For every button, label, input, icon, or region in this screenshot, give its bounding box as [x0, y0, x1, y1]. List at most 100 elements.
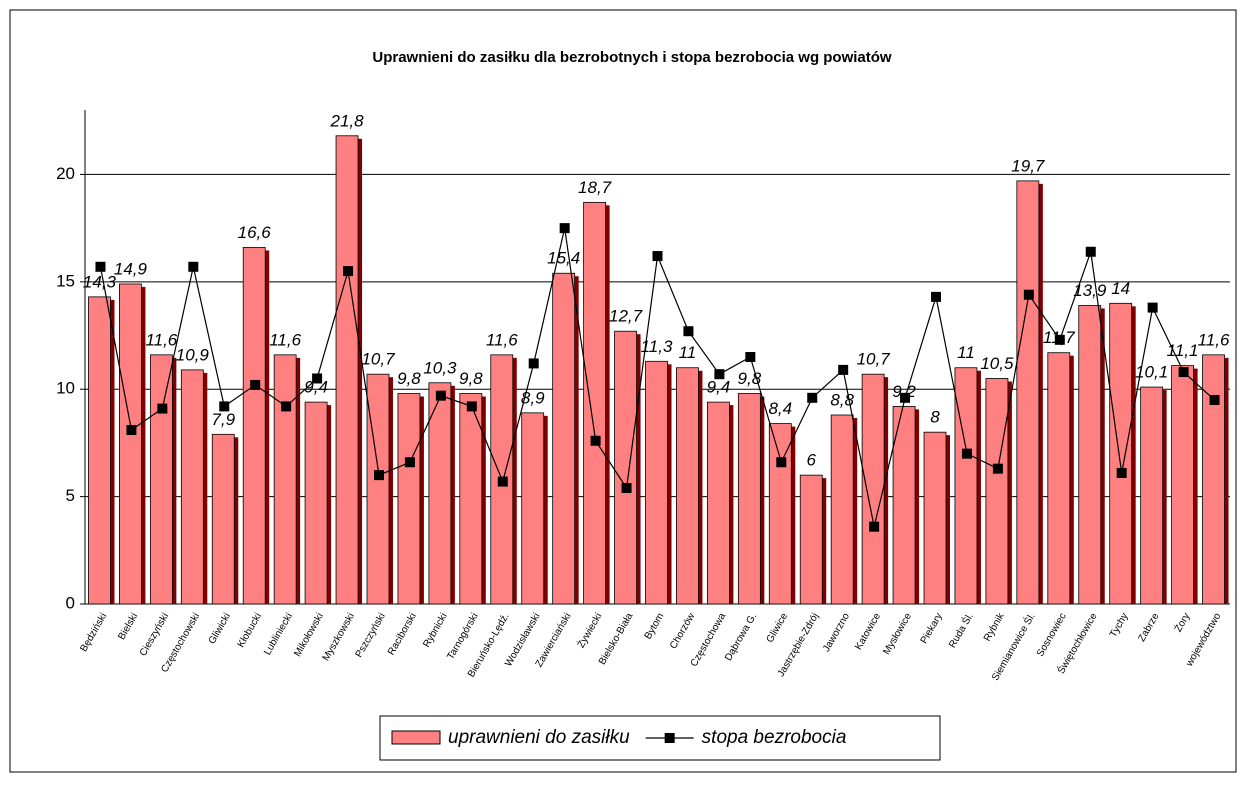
y-tick-label: 20 [56, 164, 75, 183]
line-marker [404, 457, 415, 468]
bar [645, 360, 668, 605]
bar [335, 135, 359, 605]
line-marker [466, 401, 477, 412]
value-label: 21,8 [329, 111, 364, 130]
bar [830, 414, 854, 605]
line-marker [1054, 334, 1065, 345]
legend-marker [664, 733, 675, 743]
legend-label: uprawnieni do zasiłku [448, 727, 630, 748]
line-marker [373, 470, 384, 481]
bar [861, 373, 885, 605]
value-label: 11,6 [269, 330, 301, 349]
bar [985, 378, 1009, 605]
bar [242, 247, 266, 605]
line-marker [807, 392, 818, 403]
value-label: 7,9 [211, 410, 235, 429]
value-label: 11,3 [641, 337, 673, 356]
value-label: 9,8 [397, 369, 421, 388]
y-tick-label: 0 [66, 593, 75, 612]
line-marker [126, 425, 137, 436]
line-marker [992, 463, 1003, 474]
value-label: 15,4 [547, 249, 580, 268]
bar [180, 369, 204, 605]
bar [521, 412, 545, 605]
bar [1016, 180, 1040, 605]
line-marker [745, 352, 756, 362]
value-label: 16,6 [238, 223, 272, 242]
value-label: 10,9 [176, 345, 210, 364]
line-marker [559, 223, 570, 234]
bar [1078, 305, 1102, 605]
bar [1140, 386, 1164, 605]
legend-swatch [391, 730, 441, 745]
bar [1047, 352, 1071, 605]
value-label: 14 [1111, 279, 1130, 298]
line-marker [931, 291, 942, 302]
y-tick-label: 5 [66, 486, 75, 505]
line-marker [95, 261, 106, 272]
value-label: 9,4 [707, 378, 731, 397]
value-label: 8,9 [521, 388, 545, 407]
value-label: 8,4 [768, 399, 792, 418]
legend-label: stopa bezrobocia [702, 727, 847, 748]
bar [1109, 302, 1133, 605]
line-marker [1023, 289, 1034, 300]
value-label: 9,8 [459, 369, 483, 388]
line-marker [435, 390, 446, 401]
value-label: 11 [679, 343, 697, 362]
bar [273, 354, 297, 605]
bar [583, 201, 607, 605]
line-marker [157, 403, 168, 414]
value-label: 6 [806, 451, 816, 470]
value-label: 8 [930, 408, 940, 427]
line-marker [961, 448, 972, 459]
bar [923, 431, 947, 605]
value-label: 11,6 [145, 330, 177, 349]
bar [552, 272, 576, 605]
bar [88, 296, 111, 605]
value-label: 14,9 [114, 259, 148, 278]
value-label: 18,7 [578, 178, 612, 197]
line-marker [1147, 302, 1158, 313]
y-tick-label: 15 [56, 271, 75, 290]
value-label: 9,2 [892, 382, 916, 401]
line-marker [714, 369, 725, 380]
value-label: 10,1 [1135, 363, 1168, 382]
bar [428, 382, 452, 605]
line-marker [188, 261, 199, 272]
line-marker [528, 358, 539, 369]
bar [892, 405, 916, 605]
line-marker [1085, 246, 1096, 257]
bar [459, 393, 483, 605]
bar [614, 330, 637, 605]
bar [304, 401, 328, 605]
line-marker [683, 326, 694, 337]
value-label: 13,9 [1073, 281, 1107, 300]
bar [211, 433, 235, 605]
line-marker [219, 401, 230, 412]
line-marker [281, 401, 292, 412]
line-marker [497, 476, 508, 487]
value-label: 10,5 [980, 354, 1014, 373]
value-label: 10,3 [423, 358, 457, 377]
bar [676, 367, 699, 605]
line-marker [900, 392, 911, 403]
bar [1171, 365, 1194, 605]
line-marker [869, 521, 880, 532]
bar [768, 423, 792, 605]
legend: uprawnieni do zasiłku stopa bezrobocia [379, 715, 941, 761]
bar [366, 373, 390, 605]
value-label: 10,7 [857, 350, 891, 369]
bar [397, 393, 421, 605]
value-label: 10,7 [361, 350, 395, 369]
value-label: 11,6 [486, 330, 518, 349]
value-label: 19,7 [1011, 156, 1045, 175]
value-label: 14,3 [83, 272, 117, 291]
bar [954, 367, 978, 605]
line-marker [1116, 467, 1127, 478]
line-marker [312, 373, 323, 384]
value-label: 11,6 [1198, 330, 1230, 349]
bar [119, 283, 142, 605]
bar [799, 474, 823, 605]
